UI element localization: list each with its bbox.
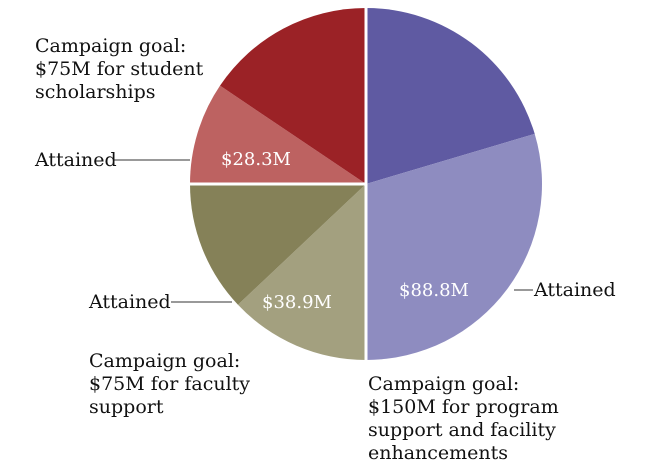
goal-label-program-line-3: support and facility — [368, 419, 556, 441]
goal-label-program-line-4: enhancements — [368, 442, 508, 464]
goal-label-faculty-line-3: support — [89, 396, 164, 418]
goal-label-scholarships-line-3: scholarships — [35, 81, 156, 103]
goal-label-scholarships-line-2: $75M for student — [35, 58, 204, 80]
goal-label-program-line-1: Campaign goal: — [368, 373, 519, 395]
goal-label-faculty-line-1: Campaign goal: — [89, 350, 240, 372]
value-label-scholarships: $28.3M — [221, 149, 291, 170]
attained-caption-program: Attained — [533, 279, 616, 301]
attained-caption-scholarships: Attained — [34, 149, 117, 171]
attained-caption-faculty: Attained — [88, 291, 171, 313]
value-label-program: $88.8M — [399, 280, 469, 301]
goal-label-program-line-2: $150M for program — [368, 396, 559, 418]
goal-label-scholarships-line-1: Campaign goal: — [35, 35, 186, 57]
goal-label-faculty-line-2: $75M for faculty — [89, 373, 250, 395]
value-label-faculty: $38.9M — [262, 292, 332, 313]
